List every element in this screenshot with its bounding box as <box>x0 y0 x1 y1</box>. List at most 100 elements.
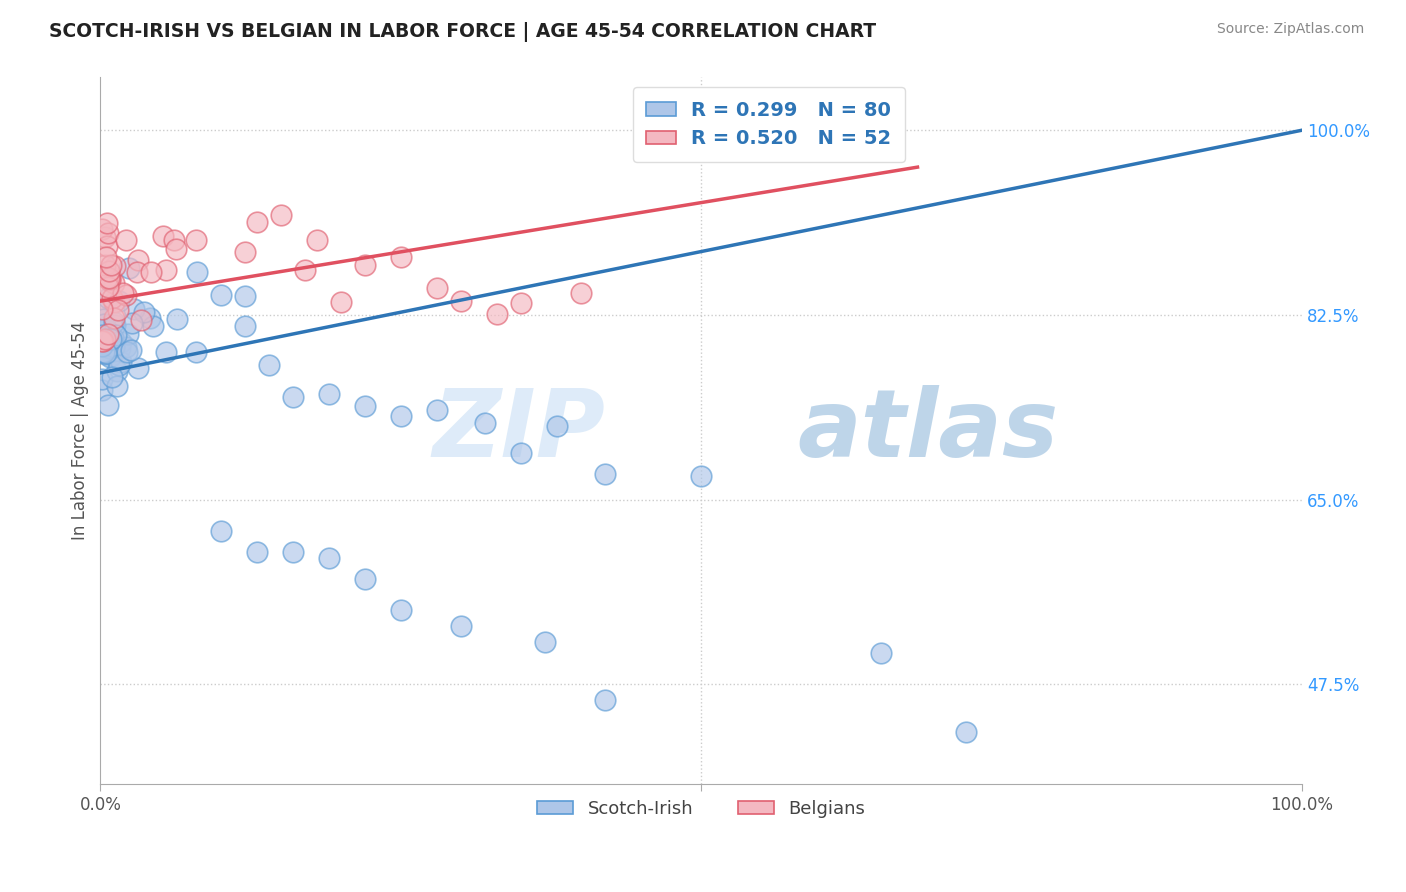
Point <box>110 354 132 368</box>
Point <box>93 317 115 331</box>
Point <box>100 258 122 272</box>
Point <box>91 337 114 351</box>
Point <box>94 321 117 335</box>
Point <box>96 270 118 285</box>
Point <box>90 222 112 236</box>
Point <box>105 363 128 377</box>
Point <box>546 419 568 434</box>
Point <box>474 416 496 430</box>
Point <box>103 276 125 290</box>
Point <box>186 265 208 279</box>
Point <box>94 258 117 272</box>
Point <box>101 348 124 362</box>
Point <box>93 301 115 316</box>
Text: SCOTCH-IRISH VS BELGIAN IN LABOR FORCE | AGE 45-54 CORRELATION CHART: SCOTCH-IRISH VS BELGIAN IN LABOR FORCE |… <box>49 22 876 42</box>
Point <box>257 358 280 372</box>
Point <box>98 330 121 344</box>
Point <box>90 301 112 316</box>
Point <box>209 524 232 538</box>
Point <box>115 288 138 302</box>
Point <box>98 272 121 286</box>
Point <box>318 386 340 401</box>
Point <box>90 334 112 349</box>
Point <box>450 293 472 308</box>
Point <box>426 402 449 417</box>
Point <box>870 646 893 660</box>
Point <box>96 322 118 336</box>
Point <box>329 294 352 309</box>
Point <box>120 343 142 357</box>
Point <box>165 242 187 256</box>
Point <box>101 292 124 306</box>
Point <box>100 274 122 288</box>
Point <box>142 318 165 333</box>
Point <box>281 391 304 405</box>
Point <box>127 360 149 375</box>
Point <box>94 250 117 264</box>
Point <box>233 289 256 303</box>
Point <box>90 331 112 345</box>
Point <box>98 264 121 278</box>
Point <box>93 345 115 359</box>
Point <box>450 619 472 633</box>
Point <box>97 280 120 294</box>
Point <box>353 399 375 413</box>
Point <box>107 303 129 318</box>
Point <box>125 265 148 279</box>
Point <box>105 378 128 392</box>
Point <box>90 339 112 353</box>
Point <box>110 334 132 349</box>
Point <box>129 312 152 326</box>
Point <box>122 301 145 316</box>
Point <box>103 330 125 344</box>
Point <box>96 342 118 356</box>
Point <box>690 469 713 483</box>
Point <box>100 332 122 346</box>
Point <box>115 233 138 247</box>
Point <box>94 346 117 360</box>
Point <box>155 263 177 277</box>
Point <box>101 334 124 349</box>
Y-axis label: In Labor Force | Age 45-54: In Labor Force | Age 45-54 <box>72 321 89 541</box>
Point <box>101 338 124 352</box>
Point <box>90 328 112 343</box>
Point <box>98 268 121 283</box>
Point <box>94 229 117 244</box>
Text: atlas: atlas <box>797 385 1059 477</box>
Point <box>117 326 139 341</box>
Point <box>305 233 328 247</box>
Point <box>294 263 316 277</box>
Point <box>955 724 977 739</box>
Point <box>569 285 592 300</box>
Point <box>166 312 188 326</box>
Point <box>163 233 186 247</box>
Legend: Scotch-Irish, Belgians: Scotch-Irish, Belgians <box>530 792 873 825</box>
Point <box>117 345 139 359</box>
Point <box>93 312 115 326</box>
Point <box>510 296 533 310</box>
Point <box>104 328 127 343</box>
Point <box>97 226 120 240</box>
Point <box>107 358 129 372</box>
Point <box>91 334 114 349</box>
Point <box>426 281 449 295</box>
Point <box>353 258 375 272</box>
Point <box>155 345 177 359</box>
Point <box>97 398 120 412</box>
Point <box>98 341 121 355</box>
Point <box>96 216 118 230</box>
Point <box>91 335 114 350</box>
Point <box>127 253 149 268</box>
Point <box>98 351 121 365</box>
Point <box>270 208 292 222</box>
Point <box>245 545 267 559</box>
Point <box>90 345 112 359</box>
Point <box>96 239 118 253</box>
Point <box>353 572 375 586</box>
Point <box>389 250 412 264</box>
Point <box>245 215 267 229</box>
Point <box>485 307 508 321</box>
Point <box>98 270 121 285</box>
Point <box>186 233 208 247</box>
Point <box>103 315 125 329</box>
